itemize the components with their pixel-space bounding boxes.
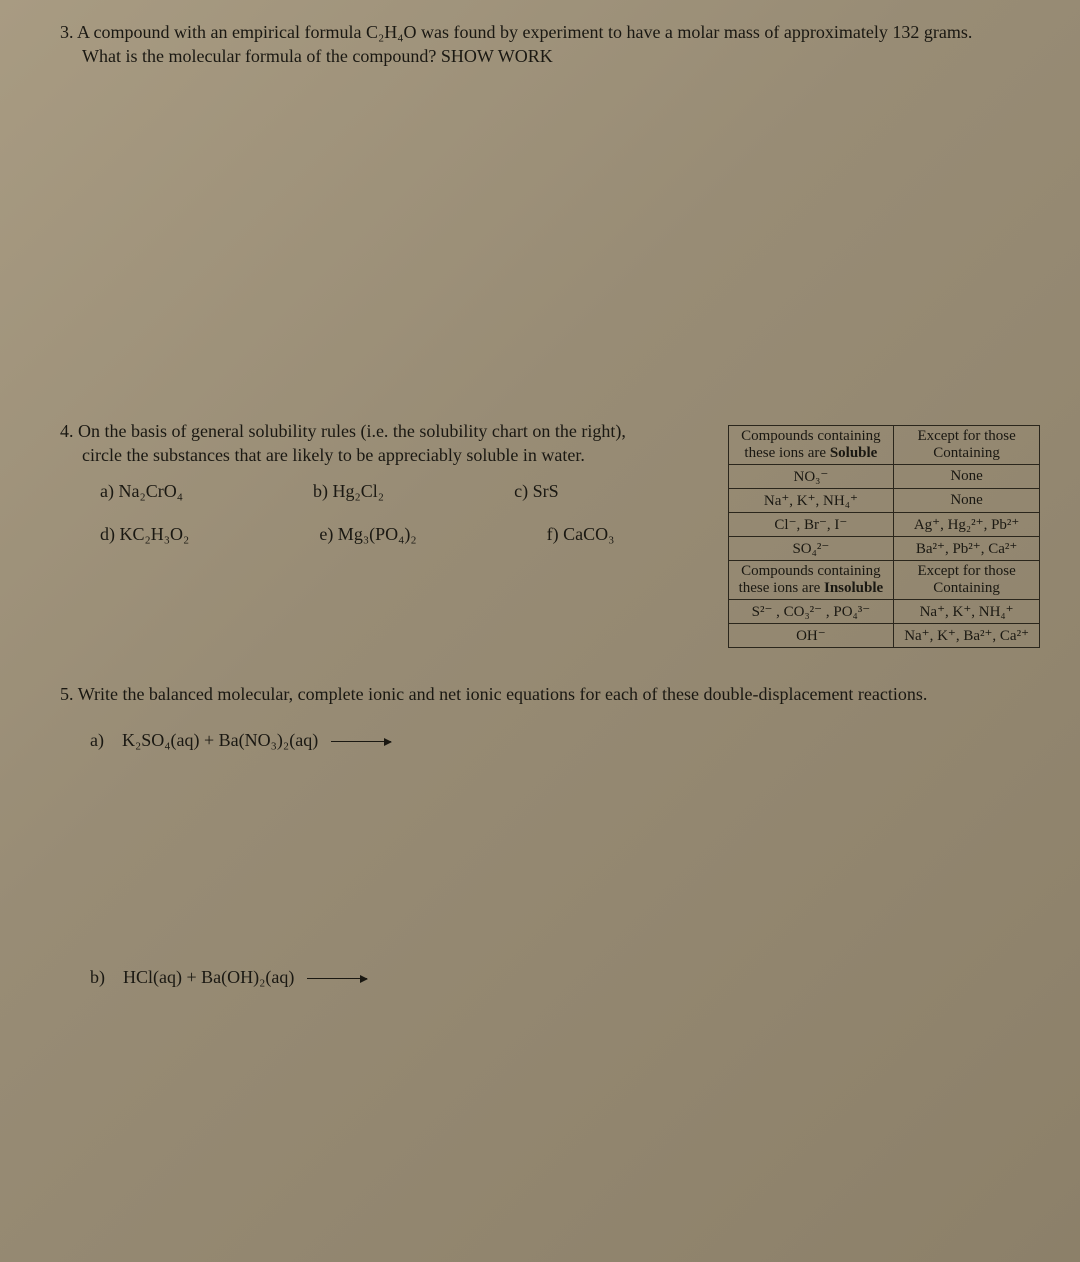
solubility-table-body: Compounds containingthese ions are Solub…	[728, 425, 1039, 647]
q4-number: 4.	[60, 421, 74, 441]
q4-option-d: d) KC₂H₃O₂	[100, 524, 189, 545]
question-4: 4. On the basis of general solubility ru…	[60, 419, 708, 468]
table-cell: Except for thoseContaining	[894, 560, 1040, 599]
q3-line1: A compound with an empirical formula C₂H…	[77, 22, 972, 42]
table-row: OH⁻Na⁺, K⁺, Ba²⁺, Ca²⁺	[728, 623, 1039, 647]
table-cell: Cl⁻, Br⁻, I⁻	[728, 512, 894, 536]
q4-option-f: f) CaCO₃	[547, 524, 615, 545]
question-4-left: 4. On the basis of general solubility ru…	[60, 419, 708, 552]
table-cell: None	[894, 464, 1040, 488]
q5-text: Write the balanced molecular, complete i…	[78, 684, 928, 704]
table-row: Cl⁻, Br⁻, I⁻Ag⁺, Hg₂²⁺, Pb²⁺	[728, 512, 1039, 536]
table-cell: Na⁺, K⁺, Ba²⁺, Ca²⁺	[894, 623, 1040, 647]
table-cell: SO₄²⁻	[728, 536, 894, 560]
q3-number: 3.	[60, 22, 74, 42]
table-cell: None	[894, 488, 1040, 512]
table-row: Compounds containingthese ions are Insol…	[728, 560, 1039, 599]
q3-line2: What is the molecular formula of the com…	[82, 44, 553, 68]
q4-option-a: a) Na₂CrO₄	[100, 481, 183, 502]
q5-part-a: a) K₂SO₄(aq) + Ba(NO₃)₂(aq)	[90, 730, 1040, 751]
table-row: S²⁻ , CO₃²⁻ , PO₄³⁻Na⁺, K⁺, NH₄⁺	[728, 599, 1039, 623]
q5-part-b: b) HCl(aq) + Ba(OH)₂(aq)	[90, 967, 1040, 988]
table-row: NO₃⁻None	[728, 464, 1039, 488]
question-3: 3. A compound with an empirical formula …	[60, 20, 1040, 69]
table-cell: Compounds containingthese ions are Insol…	[728, 560, 894, 599]
table-row: Compounds containingthese ions are Solub…	[728, 425, 1039, 464]
q4-option-b: b) Hg₂Cl₂	[313, 481, 384, 502]
table-cell: Na⁺, K⁺, NH₄⁺	[728, 488, 894, 512]
q4-options-row2: d) KC₂H₃O₂ e) Mg₃(PO₄)₂ f) CaCO₃	[100, 524, 708, 545]
question-5: 5. Write the balanced molecular, complet…	[60, 682, 1040, 706]
table-cell: Compounds containingthese ions are Solub…	[728, 425, 894, 464]
q4-line2: circle the substances that are likely to…	[82, 443, 585, 467]
table-cell: Ba²⁺, Pb²⁺, Ca²⁺	[894, 536, 1040, 560]
q5-part-a-eqn: K₂SO₄(aq) + Ba(NO₃)₂(aq)	[122, 730, 318, 750]
table-row: Na⁺, K⁺, NH₄⁺None	[728, 488, 1039, 512]
table-cell: Na⁺, K⁺, NH₄⁺	[894, 599, 1040, 623]
table-cell: NO₃⁻	[728, 464, 894, 488]
q4-line1: On the basis of general solubility rules…	[78, 421, 626, 441]
table-cell: Ag⁺, Hg₂²⁺, Pb²⁺	[894, 512, 1040, 536]
workspace-gap-a	[60, 751, 1040, 951]
q4-option-e: e) Mg₃(PO₄)₂	[319, 524, 416, 545]
arrow-icon	[331, 741, 391, 742]
table-row: SO₄²⁻Ba²⁺, Pb²⁺, Ca²⁺	[728, 536, 1039, 560]
q5-number: 5.	[60, 684, 74, 704]
q4-option-c: c) SrS	[514, 481, 559, 502]
table-cell: Except for thoseContaining	[894, 425, 1040, 464]
arrow-icon	[307, 978, 367, 979]
q4-options-row1: a) Na₂CrO₄ b) Hg₂Cl₂ c) SrS	[100, 481, 708, 502]
q5-part-b-label: b)	[90, 967, 105, 987]
table-cell: OH⁻	[728, 623, 894, 647]
solubility-table: Compounds containingthese ions are Solub…	[728, 425, 1040, 648]
table-cell: S²⁻ , CO₃²⁻ , PO₄³⁻	[728, 599, 894, 623]
q5-part-b-eqn: HCl(aq) + Ba(OH)₂(aq)	[123, 967, 294, 987]
worksheet-page: 3. A compound with an empirical formula …	[0, 0, 1080, 1262]
q5-part-a-label: a)	[90, 730, 104, 750]
question-4-block: 4. On the basis of general solubility ru…	[60, 419, 1040, 648]
